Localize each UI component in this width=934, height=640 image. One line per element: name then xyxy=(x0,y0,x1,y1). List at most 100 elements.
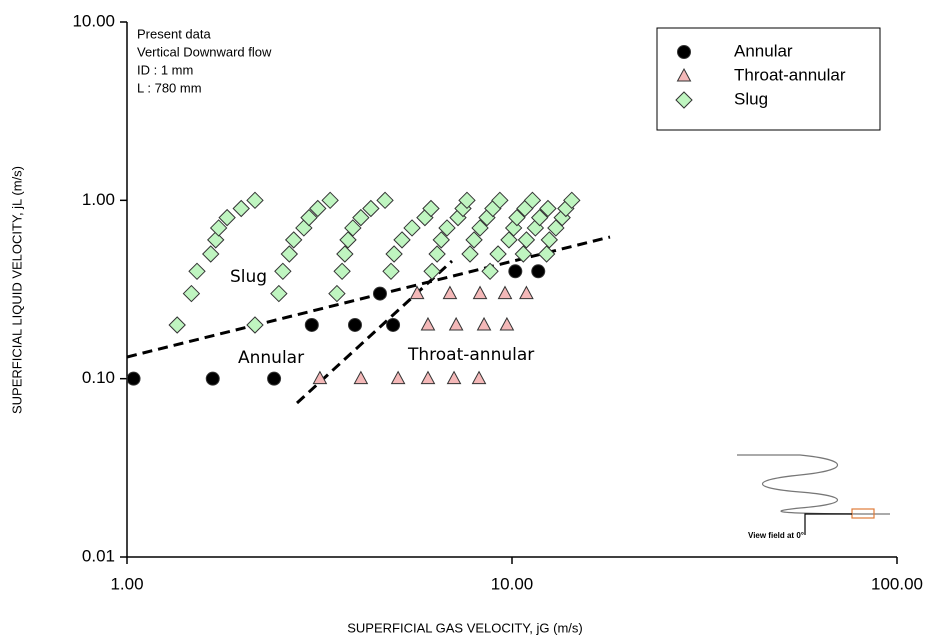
y-tick-label: 1.00 xyxy=(82,190,115,209)
point xyxy=(218,208,236,227)
point xyxy=(448,316,464,331)
legend xyxy=(656,27,881,131)
info-line: Present data xyxy=(137,26,211,41)
point xyxy=(232,199,250,218)
point xyxy=(497,285,513,300)
point xyxy=(386,317,401,332)
point xyxy=(489,245,507,263)
point xyxy=(476,316,492,331)
point xyxy=(563,191,581,210)
point xyxy=(376,191,394,210)
point xyxy=(442,285,458,300)
annotation: Throat-annular xyxy=(407,345,534,365)
point xyxy=(409,285,425,300)
info-line: ID : 1 mm xyxy=(137,62,193,77)
y-tick-label: 0.01 xyxy=(82,546,115,565)
point xyxy=(438,219,456,237)
point xyxy=(420,316,436,331)
y-tick-label: 0.10 xyxy=(82,368,115,387)
point xyxy=(423,262,441,281)
point xyxy=(385,245,403,263)
point xyxy=(352,208,370,227)
point xyxy=(491,191,509,210)
point xyxy=(344,219,362,237)
point xyxy=(514,245,533,263)
point xyxy=(519,285,534,300)
point xyxy=(403,219,421,237)
point xyxy=(458,191,476,210)
point xyxy=(422,199,440,218)
y-tick-label: 10.00 xyxy=(72,11,115,30)
point xyxy=(267,371,282,386)
point xyxy=(246,316,264,334)
inset-label: View field at 0° xyxy=(748,531,804,540)
point xyxy=(188,262,206,281)
point xyxy=(280,245,299,263)
point xyxy=(382,262,400,281)
y-axis-label: SUPERFICIAL LIQUID VELOCITY, jL (m/s) xyxy=(9,166,24,414)
annotation: Annular xyxy=(238,348,304,368)
inset-arrow xyxy=(804,513,852,535)
legend-marker xyxy=(677,45,691,59)
point xyxy=(471,370,487,385)
x-tick-label: 100.00 xyxy=(871,574,923,593)
point xyxy=(540,231,559,249)
point xyxy=(420,370,436,385)
point xyxy=(328,284,346,303)
point xyxy=(284,231,303,249)
boundary-line xyxy=(126,235,611,359)
point xyxy=(207,231,225,249)
point xyxy=(393,231,411,249)
point xyxy=(465,231,483,249)
point xyxy=(336,245,354,263)
point xyxy=(372,286,387,301)
point xyxy=(309,199,327,218)
point xyxy=(353,370,369,385)
legend-marker xyxy=(676,67,692,82)
point xyxy=(523,191,542,210)
point xyxy=(182,284,201,303)
x-tick-label: 10.00 xyxy=(491,574,534,593)
point xyxy=(432,231,450,249)
point xyxy=(202,245,220,263)
point xyxy=(304,317,319,332)
point xyxy=(274,262,292,281)
point xyxy=(246,191,264,210)
point xyxy=(517,231,536,249)
point xyxy=(472,285,488,300)
point xyxy=(362,199,380,218)
point xyxy=(300,208,318,227)
point xyxy=(539,199,557,218)
info-line: L : 780 mm xyxy=(137,80,202,95)
point xyxy=(168,316,186,334)
inset-wave xyxy=(737,454,891,515)
point xyxy=(530,208,549,227)
legend-label: Slug xyxy=(734,89,768,108)
point xyxy=(390,370,406,385)
point xyxy=(471,219,489,237)
x-tick-label: 1.00 xyxy=(110,574,143,593)
legend-label: Throat-annular xyxy=(734,65,846,84)
point xyxy=(321,191,339,210)
point xyxy=(500,231,518,249)
point xyxy=(481,262,499,281)
point xyxy=(508,208,526,227)
legend-label: Annular xyxy=(734,41,793,60)
point xyxy=(537,245,556,263)
point xyxy=(312,370,328,385)
point xyxy=(531,264,546,279)
point xyxy=(205,371,220,386)
point xyxy=(446,370,462,385)
legend-marker xyxy=(675,91,693,109)
info-line: Vertical Downward flow xyxy=(137,44,272,59)
point xyxy=(347,317,362,332)
point xyxy=(508,264,523,279)
x-axis-label: SUPERFICIAL GAS VELOCITY, jG (m/s) xyxy=(347,620,583,635)
point xyxy=(339,231,357,249)
point xyxy=(126,371,141,386)
inset xyxy=(737,454,891,535)
point xyxy=(499,316,515,331)
point xyxy=(428,245,446,263)
point xyxy=(461,245,479,263)
